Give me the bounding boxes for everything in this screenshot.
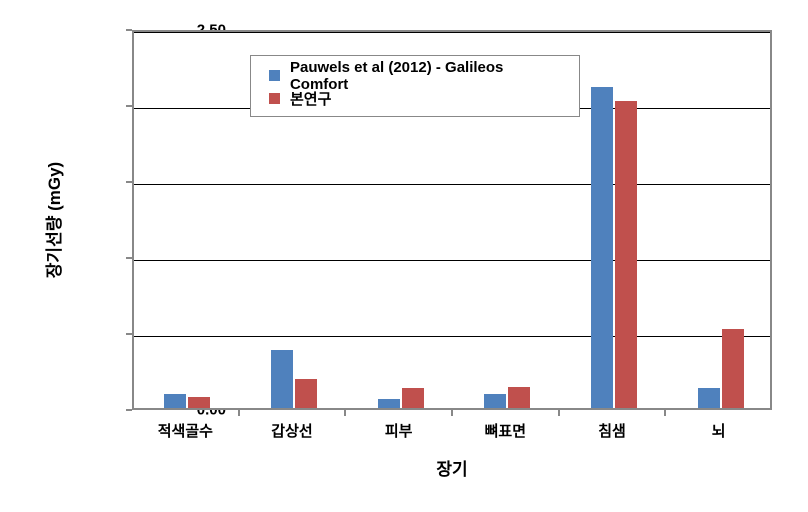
x-tick-label: 침샘 — [598, 420, 626, 441]
x-tick-mark — [451, 410, 453, 416]
bar — [698, 388, 720, 408]
bar — [591, 87, 613, 408]
y-axis-title: 장기선량 (mGy) — [40, 162, 65, 278]
bar — [271, 350, 293, 408]
legend-item-0: Pauwels et al (2012) - Galileos Comfort — [265, 64, 565, 87]
chart-container: 장기선량 (mGy) 장기 0.000.501.001.502.002.50 적… — [50, 20, 790, 490]
legend-label: 본연구 — [290, 88, 331, 109]
bar — [722, 329, 744, 408]
x-tick-label: 적색골수 — [158, 420, 213, 441]
bar — [402, 388, 424, 408]
gridline — [134, 184, 770, 185]
bar — [188, 397, 210, 408]
legend-swatch-icon — [269, 93, 280, 104]
gridline — [134, 32, 770, 33]
x-tick-label: 갑상선 — [271, 420, 312, 441]
bar — [615, 101, 637, 408]
x-tick-mark — [344, 410, 346, 416]
x-axis-title: 장기 — [436, 455, 467, 480]
bar — [484, 394, 506, 408]
gridline — [134, 260, 770, 261]
bar — [378, 399, 400, 408]
x-tick-label: 뇌 — [712, 420, 726, 441]
bar — [295, 379, 317, 408]
legend: Pauwels et al (2012) - Galileos Comfort … — [250, 55, 580, 117]
gridline — [134, 336, 770, 337]
x-tick-label: 피부 — [385, 420, 413, 441]
bar — [164, 394, 186, 408]
x-tick-label: 뼈표면 — [485, 420, 526, 441]
x-tick-mark — [558, 410, 560, 416]
x-tick-mark — [664, 410, 666, 416]
bar — [508, 387, 530, 408]
x-tick-mark — [238, 410, 240, 416]
legend-swatch-icon — [269, 70, 280, 81]
